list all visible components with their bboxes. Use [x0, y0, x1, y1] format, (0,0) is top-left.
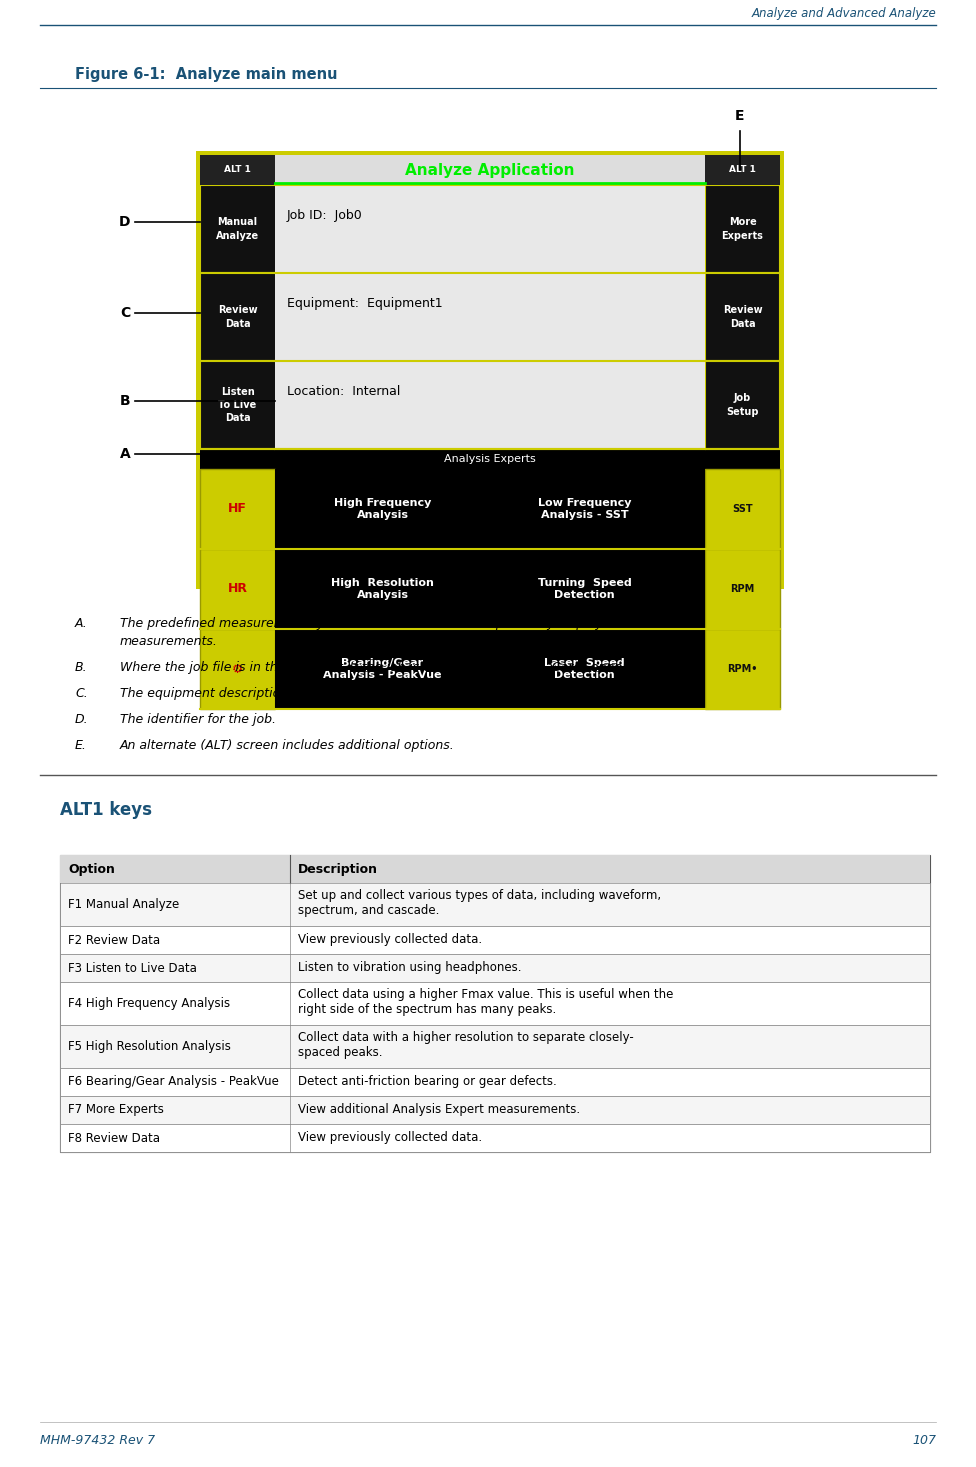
- Bar: [60, 1068, 930, 1096]
- Text: Location:  Internal: Location: Internal: [287, 386, 400, 399]
- Text: 107: 107: [912, 1433, 936, 1446]
- Text: Analyze and Advanced Analyze: Analyze and Advanced Analyze: [752, 6, 936, 19]
- Text: ALT1 keys: ALT1 keys: [60, 801, 152, 819]
- Text: D.: D.: [75, 713, 89, 726]
- Bar: [60, 883, 930, 926]
- Text: right side of the spectrum has many peaks.: right side of the spectrum has many peak…: [298, 1003, 556, 1017]
- Text: F2 Review Data: F2 Review Data: [68, 933, 160, 946]
- Text: Turning  Speed
Detection: Turning Speed Detection: [538, 578, 631, 600]
- Text: Job ID:  Job0: Job ID: Job0: [287, 210, 363, 223]
- Text: Analyze Application: Analyze Application: [405, 163, 575, 178]
- Text: More
Experts: More Experts: [721, 217, 763, 241]
- Text: spaced peaks.: spaced peaks.: [298, 1046, 383, 1059]
- Text: RPM•: RPM•: [727, 665, 757, 673]
- Bar: [200, 185, 277, 273]
- Text: The predefined measurements you can run. The F7 More Experts key displays additi: The predefined measurements you can run.…: [120, 618, 675, 629]
- Bar: [705, 549, 780, 629]
- Text: High Frequency
Analysis: High Frequency Analysis: [334, 497, 431, 521]
- Text: The equipment description.: The equipment description.: [120, 687, 292, 700]
- Bar: [200, 629, 275, 709]
- Text: B: B: [120, 393, 131, 408]
- Text: Description: Description: [298, 863, 378, 876]
- Text: ⚙: ⚙: [232, 663, 243, 675]
- Text: F3 Listen to Live Data: F3 Listen to Live Data: [68, 961, 197, 974]
- Text: Detect anti-friction bearing or gear defects.: Detect anti-friction bearing or gear def…: [298, 1075, 556, 1089]
- Bar: [275, 185, 705, 449]
- Bar: [60, 855, 930, 1152]
- Text: A.: A.: [75, 618, 88, 629]
- Text: Review
Data: Review Data: [722, 305, 762, 329]
- Text: Equipment:  Equipment1: Equipment: Equipment1: [287, 298, 443, 311]
- Bar: [60, 926, 930, 954]
- Bar: [705, 469, 780, 549]
- Bar: [705, 629, 780, 709]
- Text: F5 High Resolution Analysis: F5 High Resolution Analysis: [68, 1040, 231, 1053]
- Text: HF: HF: [228, 503, 247, 515]
- Bar: [200, 361, 277, 449]
- Text: F8 Review Data: F8 Review Data: [68, 1131, 160, 1144]
- Bar: [705, 361, 780, 449]
- Bar: [200, 156, 275, 185]
- Text: Option: Option: [68, 863, 115, 876]
- Text: Laser  Speed
Detection: Laser Speed Detection: [545, 657, 625, 681]
- Bar: [275, 449, 705, 469]
- Bar: [275, 549, 705, 629]
- Text: F1 Manual Analyze: F1 Manual Analyze: [68, 898, 180, 911]
- Text: View previously collected data.: View previously collected data.: [298, 933, 482, 946]
- Bar: [200, 273, 277, 361]
- Text: An alternate (ALT) screen includes additional options.: An alternate (ALT) screen includes addit…: [120, 739, 455, 753]
- Text: The identifier for the job.: The identifier for the job.: [120, 713, 276, 726]
- Bar: [60, 954, 930, 981]
- Text: RPM: RPM: [730, 584, 754, 594]
- Text: Review
Data: Review Data: [218, 305, 258, 329]
- Text: measurements.: measurements.: [120, 635, 218, 648]
- Bar: [196, 151, 784, 588]
- Bar: [60, 1096, 930, 1124]
- Text: HR: HR: [227, 582, 248, 596]
- Text: Analysis Experts: Analysis Experts: [444, 453, 536, 464]
- Text: Low Frequency
Analysis - SST: Low Frequency Analysis - SST: [538, 497, 631, 521]
- Bar: [200, 156, 780, 185]
- Bar: [60, 855, 930, 883]
- Bar: [200, 469, 275, 549]
- Text: B.: B.: [75, 662, 88, 673]
- Text: ALT 1: ALT 1: [224, 166, 251, 175]
- Bar: [705, 273, 780, 361]
- Text: Where the job file is in the analyzer. If the job is on a memory card, "Card" ap: Where the job file is in the analyzer. I…: [120, 662, 645, 673]
- Text: Collect data with a higher resolution to separate closely-: Collect data with a higher resolution to…: [298, 1031, 633, 1045]
- Bar: [275, 629, 705, 709]
- Text: ALT 1: ALT 1: [729, 166, 756, 175]
- Text: Set up and collect various types of data, including waveform,: Set up and collect various types of data…: [298, 889, 661, 902]
- Text: F4 High Frequency Analysis: F4 High Frequency Analysis: [68, 998, 230, 1009]
- Text: F7 More Experts: F7 More Experts: [68, 1103, 164, 1116]
- Text: High  Resolution
Analysis: High Resolution Analysis: [331, 578, 434, 600]
- Bar: [200, 549, 275, 629]
- Bar: [60, 1025, 930, 1068]
- Text: D: D: [119, 216, 131, 229]
- Text: Bearing/Gear
Analysis - PeakVue: Bearing/Gear Analysis - PeakVue: [323, 657, 442, 681]
- Text: F6 Bearing/Gear Analysis - PeakVue: F6 Bearing/Gear Analysis - PeakVue: [68, 1075, 279, 1089]
- Text: spectrum, and cascade.: spectrum, and cascade.: [298, 904, 439, 917]
- Text: C.: C.: [75, 687, 88, 700]
- Text: Listen
To Live
Data: Listen To Live Data: [219, 387, 257, 422]
- Text: Manual
Analyze: Manual Analyze: [216, 217, 259, 241]
- Text: Collect data using a higher Fmax value. This is useful when the: Collect data using a higher Fmax value. …: [298, 987, 673, 1000]
- Bar: [705, 156, 780, 185]
- Text: Job
Setup: Job Setup: [726, 393, 758, 417]
- Text: View previously collected data.: View previously collected data.: [298, 1131, 482, 1144]
- Text: E.: E.: [75, 739, 87, 753]
- Text: Figure 6-1:  Analyze main menu: Figure 6-1: Analyze main menu: [75, 67, 338, 82]
- Bar: [60, 981, 930, 1025]
- Text: View additional Analysis Expert measurements.: View additional Analysis Expert measurem…: [298, 1103, 580, 1116]
- Text: C: C: [120, 305, 130, 320]
- Bar: [60, 1124, 930, 1152]
- Text: A: A: [120, 447, 131, 461]
- Text: E: E: [735, 109, 745, 123]
- Text: Listen to vibration using headphones.: Listen to vibration using headphones.: [298, 961, 521, 974]
- Bar: [200, 156, 780, 585]
- Bar: [705, 185, 780, 273]
- Text: MHM-97432 Rev 7: MHM-97432 Rev 7: [40, 1433, 155, 1446]
- Text: SST: SST: [732, 505, 752, 513]
- Bar: [275, 469, 705, 549]
